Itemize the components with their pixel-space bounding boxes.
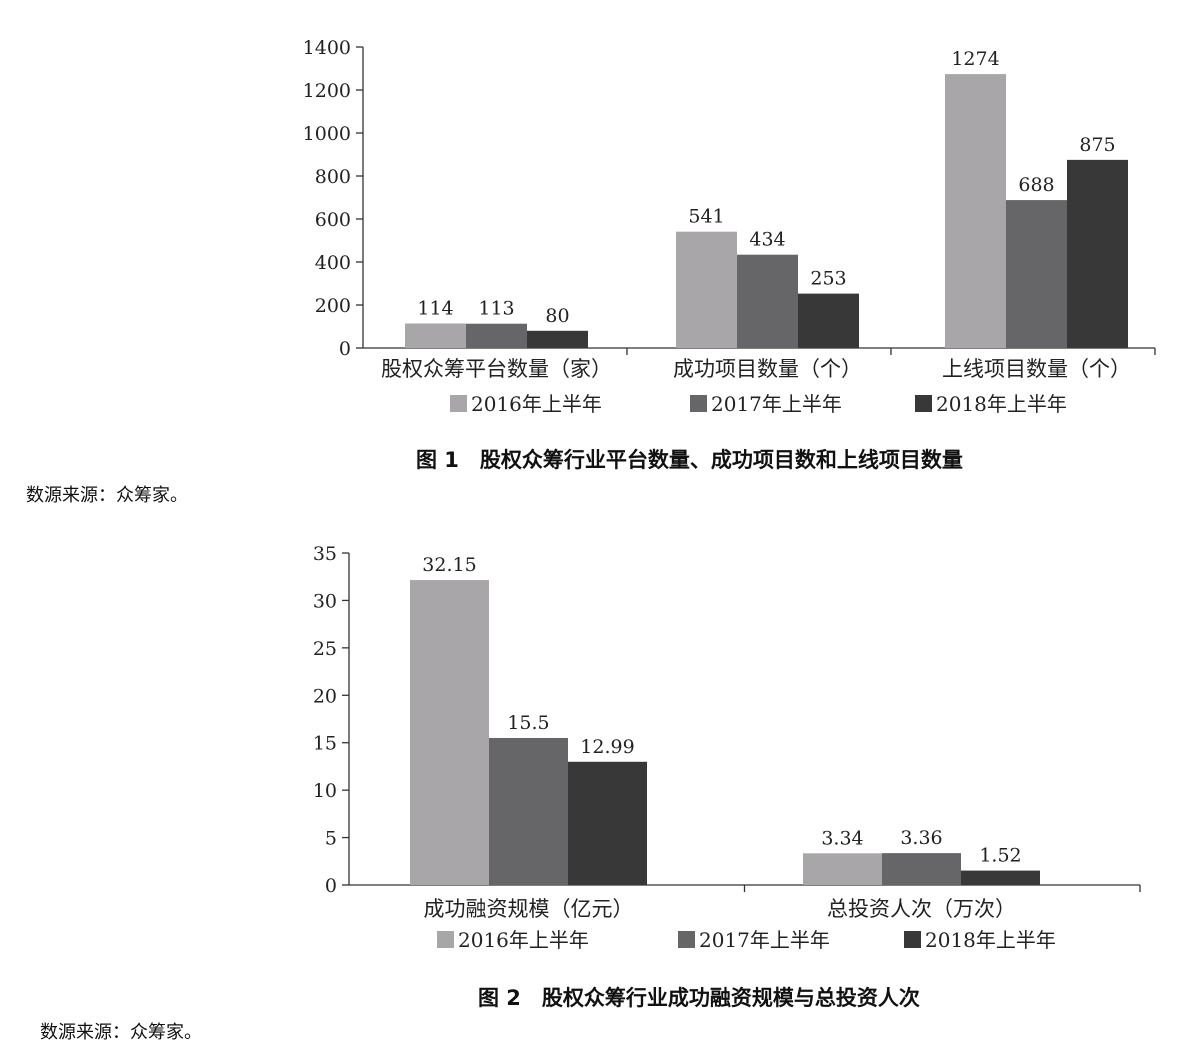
chart1-legend-label: 2018年上半年: [936, 392, 1067, 416]
chart2-legend-swatch-2: [678, 931, 695, 948]
chart1-bar-1-1: [405, 323, 466, 348]
chart2-y-tick-label: 30: [313, 590, 337, 612]
chart1-category-label: 股权众筹平台数量（家）: [381, 357, 612, 381]
chart2-legend-label: 2016年上半年: [458, 928, 589, 952]
chart1-data-label: 80: [545, 305, 569, 327]
chart1-y-tick-label: 1400: [303, 37, 351, 59]
chart2-y-tick-label: 10: [313, 780, 337, 802]
chart1-data-label: 434: [749, 229, 785, 251]
chart1-legend-swatch-3: [915, 395, 932, 412]
chart1-bar-2-2: [737, 254, 798, 348]
chart2-y-tick-label: 25: [313, 638, 337, 660]
chart1-bar-1-3: [945, 74, 1006, 348]
chart2-data-label: 3.34: [821, 827, 863, 849]
chart2-y-tick-label: 15: [313, 733, 337, 755]
chart1-legend-label: 2017年上半年: [711, 392, 842, 416]
chart1-y-tick-label: 800: [315, 166, 351, 188]
chart2-y-tick-label: 20: [313, 685, 337, 707]
chart2-legend-swatch-1: [437, 931, 454, 948]
chart2-bar-1-1: [410, 580, 489, 885]
chart2-legend-label: 2017年上半年: [699, 928, 830, 952]
chart2-bar-3-1: [568, 761, 647, 885]
chart1-legend-swatch-1: [450, 395, 467, 412]
chart1-y-tick-label: 400: [315, 252, 351, 274]
chart2-y-tick-label: 5: [325, 828, 337, 850]
chart2-bar-1-2: [803, 853, 882, 885]
chart1-y-tick-label: 1000: [303, 123, 351, 145]
chart2-data-label: 3.36: [900, 827, 942, 849]
chart2-category-label: 总投资人次（万次）: [827, 897, 1016, 921]
chart1-legend-swatch-2: [690, 395, 707, 412]
chart2-data-label: 32.15: [422, 554, 476, 576]
chart1-y-tick-label: 1200: [303, 80, 351, 102]
chart2-bar-3-2: [961, 870, 1040, 885]
chart1-bar-1-2: [676, 231, 737, 348]
chart2-data-label: 1.52: [979, 845, 1021, 867]
chart1-legend-label: 2016年上半年: [471, 392, 602, 416]
chart2-legend-label: 2018年上半年: [925, 928, 1056, 952]
chart1-data-label: 253: [810, 268, 846, 290]
chart1-data-label: 1274: [951, 48, 999, 70]
chart1-bar-3-3: [1067, 159, 1128, 348]
chart1-data-label: 114: [417, 297, 453, 319]
chart2-y-tick-label: 0: [325, 875, 337, 897]
chart2-category-label: 成功融资规模（亿元）: [424, 897, 634, 921]
chart2-bar-2-1: [489, 737, 568, 885]
chart2-bar-2-2: [882, 853, 961, 885]
chart1-data-label: 688: [1018, 174, 1054, 196]
chart1-category-label: 成功项目数量（个）: [673, 357, 862, 381]
chart2-legend-swatch-3: [904, 931, 921, 948]
figure2-source-note: 数源来源：众筹家。: [40, 1022, 202, 1043]
figure1-source-note: 数源来源：众筹家。: [26, 485, 188, 506]
chart1-bar-2-3: [1006, 200, 1067, 348]
chart1-y-tick-label: 600: [315, 209, 351, 231]
chart2-data-label: 12.99: [580, 736, 634, 758]
figure1-caption: 图 1 股权众筹行业平台数量、成功项目数和上线项目数量: [416, 448, 963, 472]
chart1-bar-3-2: [798, 293, 859, 348]
chart1-data-label: 875: [1079, 134, 1115, 156]
chart1-data-label: 113: [478, 298, 514, 320]
chart1-y-tick-label: 200: [315, 295, 351, 317]
chart2-data-label: 15.5: [507, 712, 549, 734]
figure2-caption: 图 2 股权众筹行业成功融资规模与总投资人次: [478, 986, 920, 1010]
chart1-data-label: 541: [688, 206, 724, 228]
chart1-category-label: 上线项目数量（个）: [942, 357, 1131, 381]
chart1-bar-3-1: [527, 330, 588, 348]
chart1-bar-2-1: [466, 323, 527, 348]
chart1-y-tick-label: 0: [339, 338, 351, 360]
chart2-y-tick-label: 35: [313, 543, 337, 565]
